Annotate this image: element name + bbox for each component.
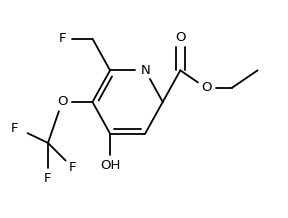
Text: F: F: [58, 32, 66, 45]
Text: O: O: [175, 31, 185, 44]
Text: F: F: [11, 122, 19, 135]
Text: O: O: [201, 82, 211, 94]
Text: F: F: [69, 161, 76, 174]
Text: O: O: [57, 95, 67, 109]
Text: OH: OH: [100, 159, 120, 172]
Text: N: N: [140, 64, 150, 77]
Text: F: F: [44, 172, 52, 185]
